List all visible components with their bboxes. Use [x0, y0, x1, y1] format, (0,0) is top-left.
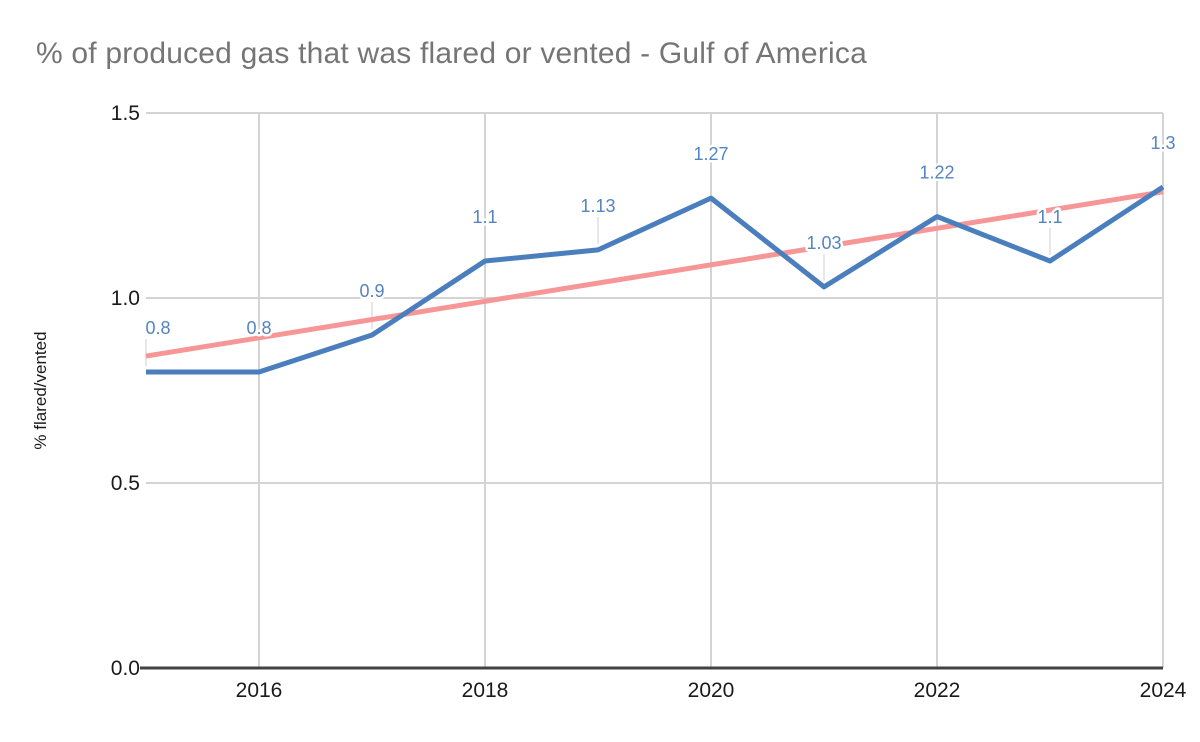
x-tick-label: 2018: [462, 679, 509, 702]
trendline: [145, 189, 1164, 359]
y-tick-label: 1.5: [111, 102, 140, 125]
data-label: 1.3: [1150, 133, 1175, 153]
data-label: 1.13: [580, 196, 615, 216]
y-tick-label: 1.0: [111, 287, 140, 310]
data-label: 1.1: [1037, 207, 1062, 227]
x-tick-label: 2022: [914, 679, 961, 702]
x-tick-label: 2016: [236, 679, 283, 702]
y-axis-title: % flared/vented: [31, 331, 50, 449]
data-label: 1.03: [806, 233, 841, 253]
chart-title: % of produced gas that was flared or ven…: [36, 37, 867, 70]
data-label: 1.27: [693, 144, 728, 164]
data-label: 1.1: [472, 207, 497, 227]
data-label: 0.8: [145, 318, 170, 338]
data-label: 0.8: [246, 318, 271, 338]
data-label: 1.22: [919, 163, 954, 183]
x-tick-label: 2024: [1140, 679, 1187, 702]
data-label: 0.9: [359, 281, 384, 301]
x-tick-label: 2020: [688, 679, 735, 702]
y-tick-label: 0.0: [111, 657, 140, 680]
y-tick-label: 0.5: [111, 472, 140, 495]
series-line: [146, 184, 1165, 375]
